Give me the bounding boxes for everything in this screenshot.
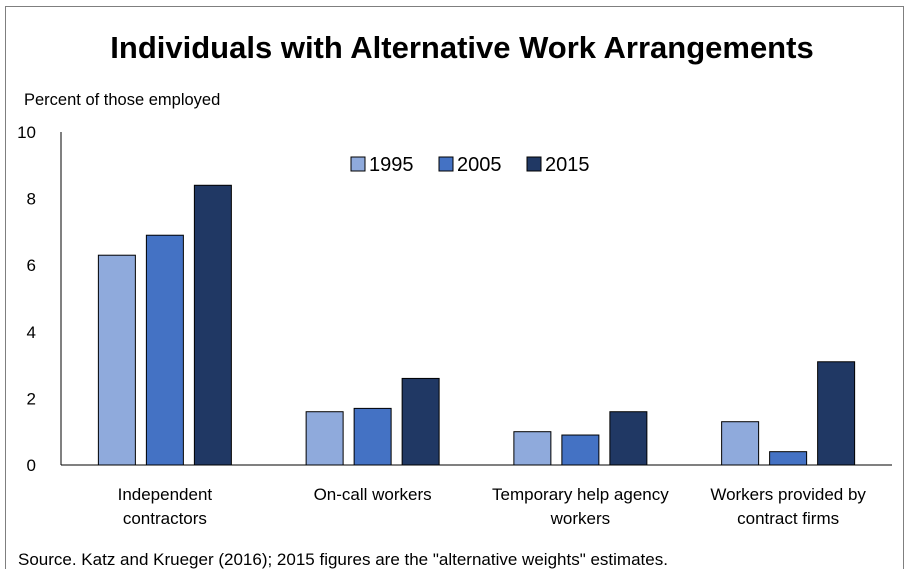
bar-2015-3 [817, 361, 856, 466]
y-tick-label: 4 [27, 323, 36, 342]
chart-title: Individuals with Alternative Work Arrang… [110, 30, 813, 65]
category-labels: Independent contractors On-call workers Tem… [118, 485, 867, 528]
category-label: Temporary help agency workers [492, 485, 669, 528]
bars [97, 184, 856, 466]
legend-swatch-1995 [350, 156, 366, 172]
category-label: Workers provided by contract firms [710, 485, 866, 528]
legend-label-2005: 2005 [457, 154, 502, 176]
legend-label-1995: 1995 [369, 154, 414, 176]
legend-swatch-2005 [438, 156, 454, 172]
bar-1995-1 [305, 411, 344, 466]
legend-label-2015: 2015 [545, 154, 590, 176]
y-tick-label: 10 [17, 123, 36, 142]
category-label: On-call workers [314, 485, 432, 504]
bar-2015-1 [401, 377, 440, 466]
legend: 1995 2005 2015 [350, 154, 590, 176]
bar-2005-3 [769, 451, 808, 466]
bar-2005-1 [353, 407, 392, 466]
chart-frame [5, 6, 904, 569]
bar-1995-2 [513, 431, 552, 466]
bar-1995-0 [97, 254, 136, 466]
bar-2015-2 [609, 411, 648, 466]
legend-swatch-2015 [526, 156, 542, 172]
category-label: Independent contractors [118, 485, 213, 528]
axes [60, 132, 892, 466]
bar-2015-0 [193, 184, 232, 466]
y-tick-label: 2 [27, 389, 36, 408]
bar-1995-3 [721, 421, 760, 466]
y-tick-label: 6 [27, 256, 36, 275]
y-axis-label: Percent of those employed [24, 91, 220, 109]
bar-2005-2 [561, 434, 600, 466]
y-tick-label: 8 [27, 190, 36, 209]
bar-2005-0 [145, 234, 184, 466]
source-note: Source. Katz and Krueger (2016); 2015 fi… [18, 550, 668, 569]
y-tick-label: 0 [27, 456, 36, 475]
y-tick-labels: 0 2 4 6 8 10 [17, 123, 36, 475]
